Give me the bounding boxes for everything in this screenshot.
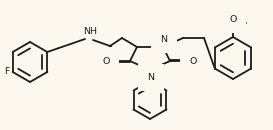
Text: NH: NH: [83, 27, 97, 36]
Text: O: O: [229, 15, 237, 24]
Text: O: O: [189, 57, 196, 66]
Text: N: N: [161, 35, 168, 44]
Text: O: O: [103, 57, 110, 66]
Text: F: F: [4, 67, 10, 76]
Text: O: O: [98, 62, 106, 71]
Text: N: N: [147, 73, 155, 82]
